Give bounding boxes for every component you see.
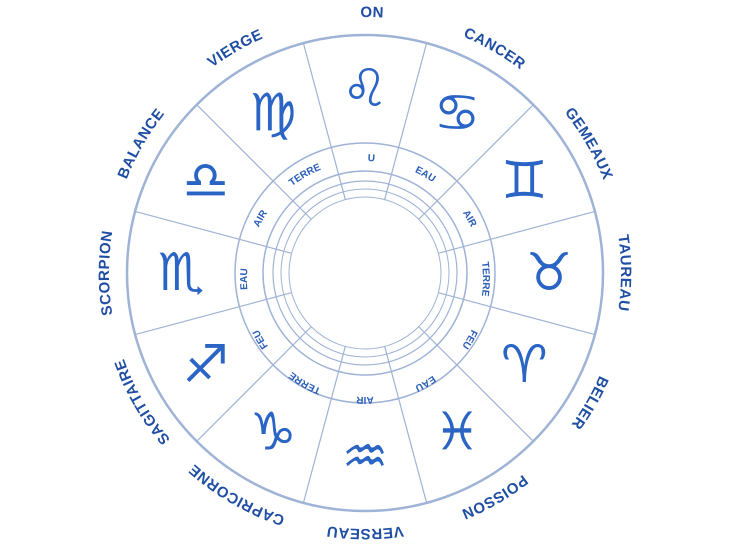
sector-divider-outer bbox=[196, 104, 274, 182]
sector-dividers bbox=[134, 42, 596, 504]
sector-divider-inner bbox=[330, 147, 346, 200]
sector-divider-outer bbox=[196, 364, 274, 442]
sector-divider-outer bbox=[134, 210, 240, 240]
sign-label-taureau: TAUREAU bbox=[614, 234, 634, 313]
element-label-air: AIR bbox=[460, 208, 479, 229]
sector-divider-outer bbox=[490, 210, 596, 240]
element-label-eau: EAU bbox=[413, 165, 437, 185]
sector-divider-outer bbox=[302, 42, 332, 148]
sector-divider-outer bbox=[398, 398, 428, 504]
element-label-eau: EAU bbox=[239, 268, 250, 290]
sign-label-vierge: VIERGE bbox=[204, 26, 265, 71]
sign-label-verseau: VERSEAU bbox=[325, 522, 404, 542]
sector-divider-inner bbox=[272, 180, 312, 220]
sign-label-balance: BALANCE bbox=[115, 105, 169, 181]
sign-icons: ♌ ♋ ♊ ♉ ♈ ♓ ♒ ♑ ♐ ♏ ♎ ♍ bbox=[158, 59, 573, 487]
archer-icon: ♐ bbox=[182, 335, 229, 395]
sign-label-poisson: POISSON bbox=[459, 471, 531, 522]
crab-icon: ♋ bbox=[434, 84, 481, 144]
element-label-terre: TERRE bbox=[479, 261, 491, 297]
sector-divider-inner bbox=[239, 238, 292, 254]
inner-ring-1 bbox=[272, 180, 458, 366]
sector-divider-outer bbox=[398, 42, 428, 148]
sector-divider-inner bbox=[418, 326, 458, 366]
element-label-feu: FEU bbox=[0, 0, 375, 164]
element-label-terre: TERRE bbox=[287, 369, 323, 396]
sector-divider-inner bbox=[438, 238, 491, 254]
sector-divider-inner bbox=[384, 147, 400, 200]
outer-ring bbox=[125, 33, 605, 513]
sector-divider-outer bbox=[456, 104, 534, 182]
element-label-eau: EAU bbox=[413, 373, 437, 393]
sign-label-scorpion: SCORPION bbox=[96, 229, 116, 316]
sign-label-belier: BELIER bbox=[568, 374, 612, 433]
wheel-rings bbox=[125, 33, 605, 513]
sector-divider-inner bbox=[418, 180, 458, 220]
element-labels: FEUEAUAIRTERREFEUEAUAIRTERREFEUEAUAIRTER… bbox=[0, 0, 491, 405]
scales-icon: ♎ bbox=[182, 151, 229, 211]
sign-label-capricorne: CAPRICORNE bbox=[186, 461, 287, 529]
sector-divider-inner bbox=[272, 326, 312, 366]
sector-divider-inner bbox=[384, 346, 400, 399]
sector-divider-outer bbox=[456, 364, 534, 442]
bull-icon: ♉ bbox=[526, 243, 573, 303]
twins-icon: ♊ bbox=[501, 151, 548, 211]
sector-divider-outer bbox=[134, 306, 240, 336]
sector-divider-outer bbox=[302, 398, 332, 504]
sign-label-cancer: CANCER bbox=[461, 24, 528, 73]
sector-divider-inner bbox=[239, 292, 292, 308]
ram-icon: ♈ bbox=[501, 335, 548, 395]
animal-ring-inner-edge bbox=[234, 142, 496, 404]
element-ring-inner-edge bbox=[262, 170, 468, 376]
scorpion-icon: ♏ bbox=[158, 243, 205, 303]
virgin-icon: ♍ bbox=[250, 84, 297, 144]
sign-label-gemeaux: GEMEAUX bbox=[561, 104, 616, 182]
inner-ring-3 bbox=[288, 196, 442, 350]
lion-icon: ♌ bbox=[342, 59, 389, 119]
sector-divider-inner bbox=[438, 292, 491, 308]
element-label-air: AIR bbox=[252, 208, 271, 229]
element-label-air: AIR bbox=[355, 394, 374, 405]
sector-divider-inner bbox=[330, 346, 346, 399]
fish-icon: ♓ bbox=[434, 402, 481, 462]
goat-icon: ♑ bbox=[250, 402, 297, 462]
sector-divider-outer bbox=[490, 306, 596, 336]
water-bearer-icon: ♒ bbox=[342, 427, 389, 487]
inner-ring-2 bbox=[280, 188, 450, 358]
sign-label-lion: LION bbox=[0, 0, 384, 22]
